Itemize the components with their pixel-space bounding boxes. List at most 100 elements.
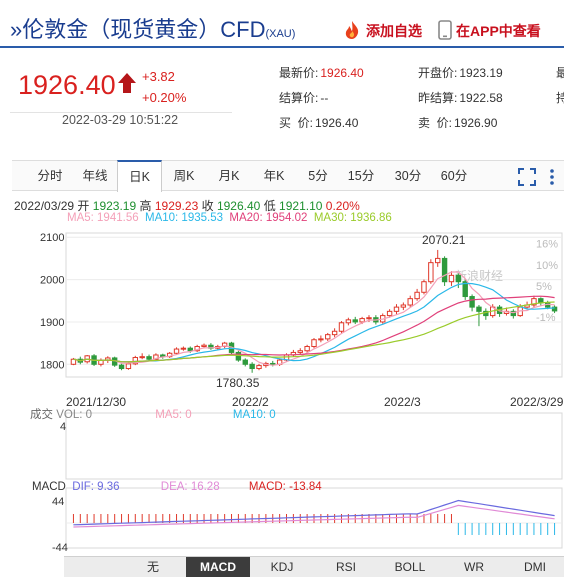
- change-value: +3.82: [142, 69, 175, 84]
- indicator-boll[interactable]: BOLL: [394, 560, 426, 574]
- x-axis-label: 2022/3: [384, 395, 421, 409]
- indicator-kdj[interactable]: KDJ: [270, 560, 294, 574]
- change-percent: +0.20%: [142, 90, 187, 105]
- candle-body: [393, 306, 400, 312]
- candle-body: [173, 348, 180, 354]
- watermark: 新浪财经: [455, 268, 503, 283]
- last-price: 1926.40: [18, 70, 116, 100]
- candle-body: [338, 322, 345, 332]
- candle-body: [256, 365, 262, 370]
- tab-30min[interactable]: 30分: [394, 169, 422, 183]
- candle-body: [325, 334, 331, 340]
- indicator-tabs: 无 MACD KDJ RSI BOLL WR DMI: [64, 556, 564, 577]
- low-annotation: 1780.35: [216, 376, 260, 390]
- instrument-symbol: (XAU): [265, 28, 296, 40]
- fullscreen-icon[interactable]: [518, 168, 536, 186]
- tab-monthly-k[interactable]: 月K: [218, 169, 240, 183]
- candle-body: [366, 317, 372, 320]
- candle-body: [249, 363, 255, 370]
- field-cut-1: 最: [556, 66, 564, 80]
- candle-body: [448, 274, 455, 283]
- page-header: »伦敦金（现货黄金）CFD(XAU) 添加自选 在APP中查看: [0, 0, 564, 48]
- right-tick-label: 16%: [536, 239, 558, 251]
- x-axis-label: 2021/12/30: [66, 395, 126, 409]
- add-watchlist-button[interactable]: 添加自选: [342, 20, 422, 41]
- candle-body: [180, 347, 187, 350]
- candle-body: [318, 338, 324, 341]
- candle-body: [407, 298, 413, 306]
- ma5-legend: MA5: 1941.56: [67, 212, 139, 224]
- candle-body: [235, 351, 242, 361]
- period-tabs: 分时 年线 日K 周K 月K 年K 5分 15分 30分 60分: [12, 160, 564, 192]
- macd-axis-top: 44: [52, 496, 65, 508]
- candle-body: [201, 344, 207, 348]
- right-tick-label: 10%: [536, 260, 558, 272]
- candle-body: [421, 281, 427, 293]
- right-tick-label: -1%: [536, 312, 556, 324]
- candle-body: [428, 262, 434, 283]
- tab-intraday[interactable]: 分时: [37, 169, 63, 183]
- tab-daily-k[interactable]: 日K: [117, 160, 162, 192]
- tab-yearline[interactable]: 年线: [82, 169, 108, 183]
- kline-chart[interactable]: 2100 2000 1900 1800 16% 10% 5% -1% 新浪财经 2070.21 17…: [0, 225, 564, 555]
- tab-60min[interactable]: 60分: [440, 169, 468, 183]
- candle-body: [125, 363, 132, 370]
- quote-time: 2022-03-29 10:51:22: [62, 113, 179, 127]
- volume-panel-frame: [65, 412, 563, 480]
- more-icon[interactable]: [548, 168, 556, 186]
- candle-body: [386, 310, 393, 317]
- volume-axis-label: 4: [60, 421, 67, 433]
- price-panel-frame: [65, 232, 563, 378]
- candle-body: [551, 306, 558, 312]
- candle-body: [242, 359, 248, 365]
- open-app-label: 在APP中查看: [456, 23, 541, 39]
- candle-body: [304, 346, 310, 352]
- kline-info: 2022/03/29 开 1923.19 高 1929.23 收 1926.40…: [14, 199, 360, 213]
- up-arrow-icon: [118, 73, 136, 93]
- candle-body: [345, 319, 352, 324]
- candle-body: [98, 359, 104, 365]
- candle-body: [359, 318, 365, 323]
- fire-icon: [345, 21, 359, 39]
- macd-value-legend: MACD: -13.84: [248, 481, 322, 493]
- y-tick-label: 2000: [40, 275, 64, 287]
- tab-15min[interactable]: 15分: [347, 169, 375, 183]
- candle-body: [132, 357, 138, 365]
- candle-body: [297, 350, 303, 353]
- vol-ma5-legend: MA5: 0: [155, 409, 192, 421]
- candle-body: [270, 362, 276, 365]
- dif-legend: DIF: 9.36: [72, 481, 120, 493]
- candle-body: [331, 330, 338, 336]
- candle-body: [462, 281, 468, 298]
- field-cut-2: 持: [556, 91, 564, 105]
- ma20-legend: MA20: 1954.02: [229, 212, 308, 224]
- indicator-macd[interactable]: MACD: [186, 557, 250, 577]
- tab-weekly-k[interactable]: 周K: [173, 169, 195, 183]
- x-axis-label: 2022/2: [232, 395, 269, 409]
- candle-body: [146, 356, 152, 360]
- tab-5min[interactable]: 5分: [308, 169, 328, 183]
- dea-legend: DEA: 16.28: [160, 481, 220, 493]
- indicator-wr[interactable]: WR: [464, 560, 484, 574]
- indicator-none[interactable]: 无: [146, 560, 159, 574]
- candle-body: [139, 356, 145, 359]
- price-change: +3.82 +0.20%: [142, 66, 186, 108]
- ma-line: [73, 282, 555, 363]
- ma30-legend: MA30: 1936.86: [313, 212, 392, 224]
- tab-yearly-k[interactable]: 年K: [263, 169, 285, 183]
- quote-divider: [10, 112, 232, 113]
- indicator-rsi[interactable]: RSI: [335, 560, 356, 574]
- field-last: 最新价: 1926.40: [279, 66, 364, 80]
- candle-body: [414, 291, 420, 300]
- macd-title: MACD: [32, 481, 66, 493]
- ma-line: [73, 301, 555, 363]
- candle-body: [455, 274, 462, 283]
- field-bid: 买 价: 1926.40: [279, 116, 359, 130]
- field-open: 开盘价: 1923.19: [418, 66, 503, 80]
- indicator-dmi[interactable]: DMI: [524, 560, 546, 574]
- field-prev-settle: 昨结算: 1922.58: [418, 91, 503, 105]
- volume-legend: 成交 VOL: 0 MA5: 0 MA10: 0: [30, 406, 276, 422]
- phone-icon: [438, 20, 452, 40]
- dif-line: [73, 499, 555, 526]
- open-app-button[interactable]: 在APP中查看: [438, 20, 541, 41]
